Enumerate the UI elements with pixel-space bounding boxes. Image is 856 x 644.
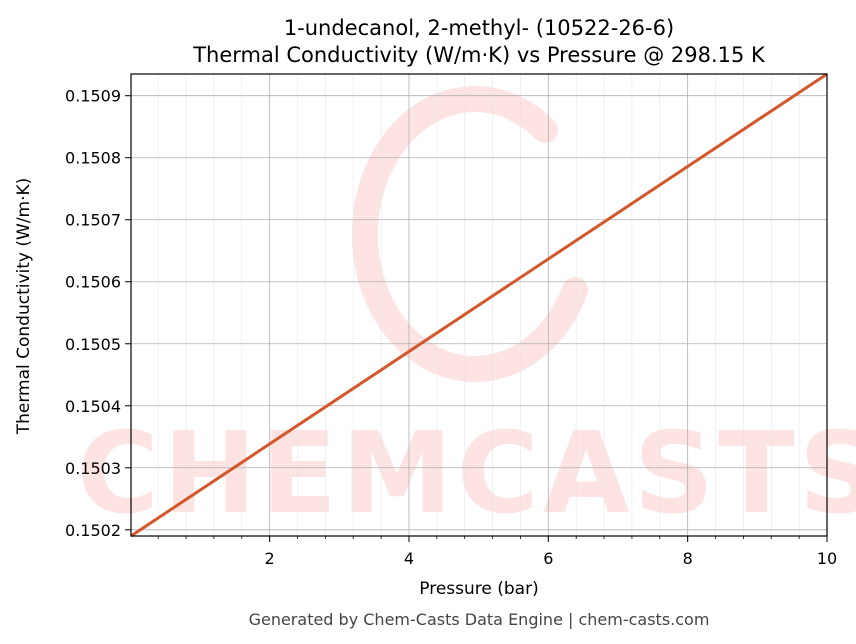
series-layer — [130, 72, 828, 538]
plot-frame — [130, 73, 828, 537]
y-tick-label: 0.1503 — [65, 459, 121, 478]
y-tick-label: 0.1506 — [65, 273, 121, 292]
y-tick-label: 0.1507 — [65, 211, 121, 230]
footer-credit: Generated by Chem-Casts Data Engine | ch… — [249, 610, 710, 629]
watermark-text: CHEMCASTS — [77, 409, 856, 539]
y-tick-label: 0.1509 — [65, 87, 121, 106]
y-tick-label: 0.1505 — [65, 335, 121, 354]
y-tick-label: 0.1508 — [65, 149, 121, 168]
watermark: CHEMCASTS — [77, 86, 856, 539]
y-tick-label: 0.1504 — [65, 397, 121, 416]
x-axis: 2 4 6 8 10 — [157, 536, 837, 568]
series-line-0 — [130, 72, 828, 538]
x-tick-label: 10 — [817, 549, 837, 568]
watermark-logo — [351, 86, 588, 383]
x-tick-label: 2 — [265, 549, 275, 568]
x-tick-label: 4 — [404, 549, 414, 568]
y-tick-label: 0.1502 — [65, 521, 121, 540]
chart-title-line2: Thermal Conductivity (W/m·K) vs Pressure… — [192, 43, 766, 67]
x-tick-label: 6 — [543, 549, 553, 568]
x-tick-label: 8 — [683, 549, 693, 568]
minor-grid — [157, 74, 800, 536]
chart-title-line1: 1-undecanol, 2-methyl- (10522-26-6) — [284, 16, 674, 40]
y-axis: 0.1502 0.1503 0.1504 0.1505 0.1506 0.1507 0.15… — [65, 87, 131, 540]
y-axis-label: Thermal Conductivity (W/m·K) — [14, 178, 34, 436]
x-axis-label: Pressure (bar) — [419, 579, 538, 599]
